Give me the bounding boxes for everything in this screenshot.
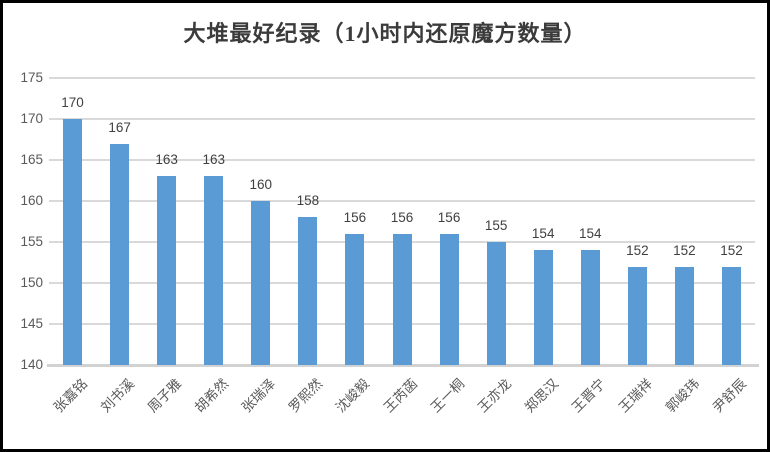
bar-value-label: 152 — [720, 242, 743, 258]
y-axis-tick-label: 160 — [20, 193, 43, 208]
y-axis-tick-label: 165 — [20, 152, 43, 167]
y-gridline — [49, 200, 755, 202]
y-axis-tick-label: 140 — [20, 357, 43, 372]
bar-value-label: 170 — [61, 95, 84, 110]
x-axis-category-label: 尹舒辰 — [709, 376, 750, 416]
x-axis-category-label: 张瑞泽 — [239, 376, 279, 416]
bar-value-label: 158 — [296, 193, 320, 209]
x-axis-category-label: 刘书溪 — [97, 376, 138, 416]
y-gridline — [49, 77, 755, 79]
bar — [204, 176, 224, 365]
bar-value-label: 154 — [531, 226, 555, 242]
bar — [251, 201, 271, 365]
x-axis-line — [47, 364, 759, 367]
bar — [345, 233, 365, 365]
bar-value-label: 156 — [343, 209, 367, 225]
x-axis-category-label: 王亦龙 — [474, 376, 514, 416]
bar — [392, 233, 412, 365]
bar — [63, 119, 83, 365]
y-axis-tick-label: 175 — [20, 70, 43, 85]
x-axis-category-label: 罗熙然 — [286, 376, 326, 416]
bar-value-label: 156 — [437, 209, 461, 225]
bar — [486, 242, 506, 365]
y-axis-tick-label: 145 — [20, 316, 43, 331]
bar — [157, 176, 177, 365]
bar-value-label: 167 — [108, 119, 131, 135]
bar — [721, 266, 741, 365]
x-axis-category-label: 王一桐 — [427, 376, 467, 416]
x-axis-category-label: 王瑞祥 — [615, 376, 655, 416]
bar-value-label: 163 — [155, 152, 178, 168]
bar-value-label: 154 — [579, 226, 602, 242]
x-axis-category-label: 王晋宁 — [568, 376, 608, 416]
plot-area: 140 145 150 155 160 165 170 175 170 张嘉铭 167 刘书溪 163 周… — [3, 3, 767, 449]
x-axis-category-label: 张嘉铭 — [50, 376, 91, 416]
bar — [580, 250, 600, 365]
x-axis-category-label: 胡希然 — [192, 376, 232, 416]
bar-value-label: 160 — [249, 177, 273, 192]
x-axis-category-label: 郑思汉 — [521, 376, 561, 416]
x-axis-category-label: 王芮菡 — [380, 376, 420, 416]
bar-value-label: 152 — [626, 242, 649, 258]
bar — [110, 143, 130, 365]
bar — [439, 233, 459, 365]
bar — [627, 266, 647, 365]
bar-value-label: 152 — [673, 242, 696, 258]
bar — [533, 250, 553, 365]
y-gridline — [49, 159, 755, 161]
bar-value-label: 155 — [484, 218, 508, 233]
bar-value-label: 163 — [202, 152, 225, 168]
bar — [298, 217, 318, 365]
x-axis-category-label: 郭峻玮 — [662, 376, 703, 416]
bar — [674, 266, 694, 365]
y-gridline — [49, 118, 755, 120]
y-axis-tick-label: 170 — [20, 111, 43, 126]
chart-title: 大堆最好纪录（1小时内还原魔方数量） — [183, 21, 587, 46]
y-axis-tick-label: 150 — [20, 275, 43, 290]
x-axis-category-label: 周子雅 — [145, 376, 185, 416]
x-axis-category-label: 沈峻毅 — [333, 376, 373, 416]
y-axis-tick-label: 155 — [20, 234, 43, 249]
bar-value-label: 156 — [390, 209, 414, 225]
